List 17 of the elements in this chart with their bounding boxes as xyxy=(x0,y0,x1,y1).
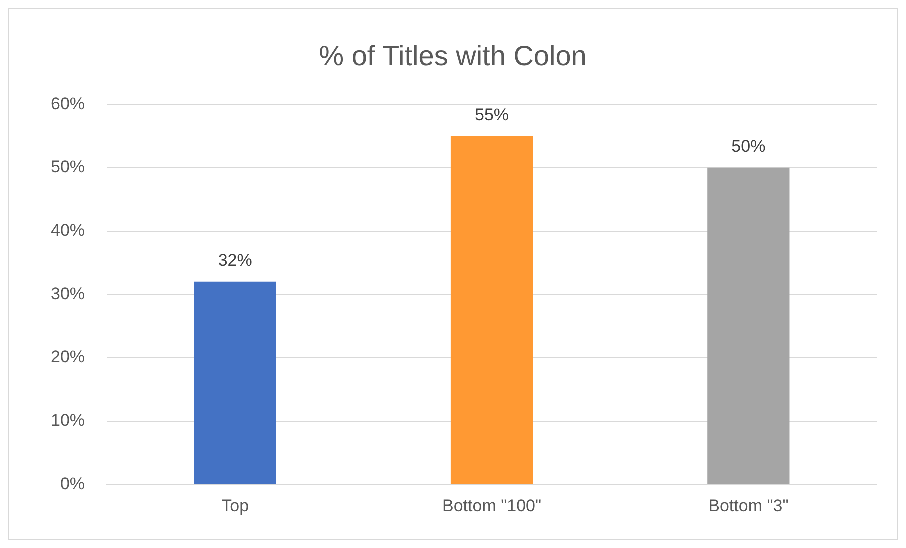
y-tick-label: 30% xyxy=(50,284,86,304)
y-tick-label: 40% xyxy=(50,220,86,240)
bar xyxy=(194,282,276,484)
chart-title: % of Titles with Colon xyxy=(319,40,587,72)
bar xyxy=(708,168,790,484)
y-tick-label: 0% xyxy=(60,474,86,494)
bar xyxy=(450,136,534,484)
y-tick-label: 20% xyxy=(50,348,86,367)
y-tick-label: 10% xyxy=(50,410,86,430)
data-label: 32% xyxy=(218,251,252,270)
y-tick-label: 60% xyxy=(50,94,86,114)
y-tick-label: 50% xyxy=(50,158,86,177)
data-label: 55% xyxy=(474,105,510,124)
x-tick-label: Top xyxy=(222,496,250,516)
x-tick-label: Bottom "100" xyxy=(442,496,542,516)
x-tick-label: Bottom "3" xyxy=(708,496,789,516)
data-label: 50% xyxy=(732,137,766,156)
